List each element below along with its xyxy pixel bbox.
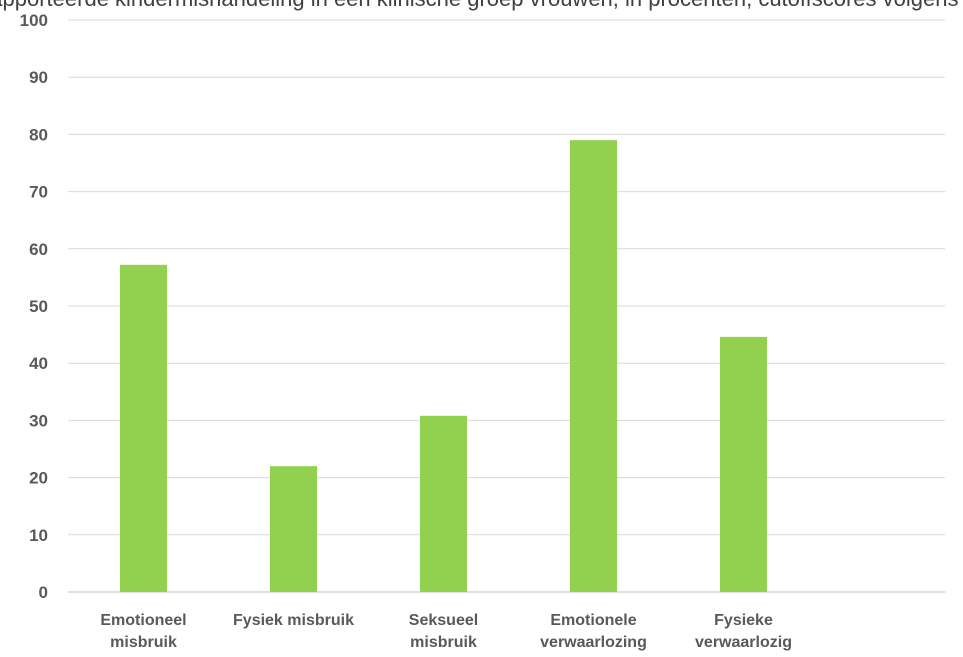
x-tick-label-line: verwaarlozing bbox=[540, 634, 647, 651]
bar bbox=[570, 140, 617, 592]
x-tick-label-line: misbruik bbox=[410, 634, 477, 651]
y-tick-label: 0 bbox=[39, 583, 48, 602]
x-tick-label-line: Emotioneel bbox=[100, 612, 186, 629]
gridlines bbox=[68, 19, 945, 593]
bar bbox=[420, 415, 467, 592]
bar bbox=[120, 264, 167, 592]
x-tick-label-line: Fysiek misbruik bbox=[233, 612, 354, 629]
y-tick-label: 20 bbox=[29, 469, 48, 488]
y-tick-label: 80 bbox=[29, 125, 48, 144]
y-tick-label: 50 bbox=[29, 297, 48, 316]
bar bbox=[270, 466, 317, 592]
y-tick-label: 10 bbox=[29, 526, 48, 545]
y-tick-label: 40 bbox=[29, 354, 48, 373]
x-tick-label-line: verwaarlozig bbox=[695, 634, 792, 651]
x-tick-label-line: Seksueel bbox=[409, 612, 478, 629]
y-tick-label: 70 bbox=[29, 183, 48, 202]
y-axis-ticks: 0 10 20 30 40 50 60 70 80 90 100 bbox=[20, 11, 48, 602]
y-tick-label: 100 bbox=[20, 11, 48, 30]
x-axis-ticks: Emotioneel misbruik Fysiek misbruik Seksuee… bbox=[100, 612, 792, 651]
x-tick-label-line: Emotionele bbox=[550, 612, 636, 629]
y-tick-label: 30 bbox=[29, 411, 48, 430]
x-tick-label: Emotionele verwaarlozing bbox=[540, 612, 647, 651]
bars bbox=[120, 140, 767, 592]
chart-title: Prevalentie gerapporteerde kindermishand… bbox=[0, 0, 963, 11]
y-tick-label: 60 bbox=[29, 240, 48, 259]
y-tick-label: 90 bbox=[29, 68, 48, 87]
x-tick-label-line: misbruik bbox=[110, 634, 177, 651]
bar bbox=[720, 336, 767, 592]
x-tick-label: Seksueel misbruik bbox=[409, 612, 478, 651]
x-tick-label: Fysiek misbruik bbox=[233, 612, 354, 629]
x-tick-label: Emotioneel misbruik bbox=[100, 612, 186, 651]
x-tick-label: Fysieke verwaarlozig bbox=[695, 612, 792, 651]
x-tick-label-line: Fysieke bbox=[714, 612, 773, 629]
